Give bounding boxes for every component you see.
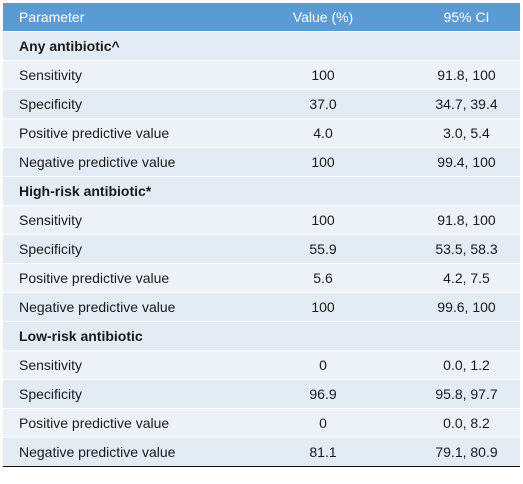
row-parameter: Specificity <box>3 88 253 118</box>
row-ci: 95.8, 97.7 <box>393 378 520 408</box>
row-value: 100 <box>253 59 393 89</box>
section-header-row: Low-risk antibiotic <box>3 320 520 350</box>
header-value: Value (%) <box>292 8 354 25</box>
row-parameter: Negative predictive value <box>3 291 253 321</box>
row-value: 100 <box>253 146 393 176</box>
row-parameter: Sensitivity <box>3 204 253 234</box>
table-row: Negative predictive value 100 99.6, 100 <box>3 291 520 321</box>
row-value: 4.0 <box>253 117 393 147</box>
table-row: Specificity 37.0 34.7, 39.4 <box>3 88 520 118</box>
table-row: Sensitivity 0 0.0, 1.2 <box>3 349 520 379</box>
table-row: Negative predictive value 81.1 79.1, 80.… <box>3 436 520 467</box>
row-ci: 0.0, 1.2 <box>393 349 520 379</box>
row-ci: 91.8, 100 <box>393 59 520 89</box>
table-row: Positive predictive value 0 0.0, 8.2 <box>3 407 520 437</box>
table-row: Specificity 96.9 95.8, 97.7 <box>3 378 520 408</box>
row-value: 0 <box>253 407 393 437</box>
row-value: 100 <box>253 204 393 234</box>
section-title: Any antibiotic^ <box>3 30 520 60</box>
row-parameter: Positive predictive value <box>3 117 253 147</box>
row-ci: 79.1, 80.9 <box>393 436 520 467</box>
row-parameter: Negative predictive value <box>3 436 253 467</box>
section-header-row: Any antibiotic^ <box>3 30 520 60</box>
row-value: 100 <box>253 291 393 321</box>
row-ci: 4.2, 7.5 <box>393 262 520 292</box>
header-row: Parameter Value (%) 95% CI <box>3 3 520 31</box>
row-parameter: Sensitivity <box>3 349 253 379</box>
table-row: Specificity 55.9 53.5, 58.3 <box>3 233 520 263</box>
header-parameter: Parameter <box>19 8 85 25</box>
row-parameter: Negative predictive value <box>3 146 253 176</box>
row-ci: 3.0, 5.4 <box>393 117 520 147</box>
table-header: Parameter Value (%) 95% CI <box>3 3 520 31</box>
row-value: 81.1 <box>253 436 393 467</box>
table-body: Any antibiotic^ Sensitivity 100 91.8, 10… <box>3 30 520 467</box>
section-header-row: High-risk antibiotic* <box>3 175 520 205</box>
row-parameter: Positive predictive value <box>3 262 253 292</box>
row-value: 96.9 <box>253 378 393 408</box>
table-row: Positive predictive value 5.6 4.2, 7.5 <box>3 262 520 292</box>
row-parameter: Specificity <box>3 233 253 263</box>
row-ci: 53.5, 58.3 <box>393 233 520 263</box>
row-parameter: Sensitivity <box>3 59 253 89</box>
results-table-container: Parameter Value (%) 95% CI Any antibioti… <box>3 3 520 467</box>
section-title: High-risk antibiotic* <box>3 175 520 205</box>
row-value: 37.0 <box>253 88 393 118</box>
row-value: 0 <box>253 349 393 379</box>
row-ci: 91.8, 100 <box>393 204 520 234</box>
row-ci: 0.0, 8.2 <box>393 407 520 437</box>
table-row: Sensitivity 100 91.8, 100 <box>3 59 520 89</box>
row-parameter: Positive predictive value <box>3 407 253 437</box>
table-row: Sensitivity 100 91.8, 100 <box>3 204 520 234</box>
row-parameter: Specificity <box>3 378 253 408</box>
row-value: 5.6 <box>253 262 393 292</box>
table-row: Positive predictive value 4.0 3.0, 5.4 <box>3 117 520 147</box>
diagnostic-accuracy-table: Parameter Value (%) 95% CI Any antibioti… <box>3 3 520 467</box>
header-ci: 95% CI <box>443 8 490 25</box>
row-ci: 34.7, 39.4 <box>393 88 520 118</box>
row-value: 55.9 <box>253 233 393 263</box>
section-title: Low-risk antibiotic <box>3 320 520 350</box>
row-ci: 99.4, 100 <box>393 146 520 176</box>
table-row: Negative predictive value 100 99.4, 100 <box>3 146 520 176</box>
row-ci: 99.6, 100 <box>393 291 520 321</box>
